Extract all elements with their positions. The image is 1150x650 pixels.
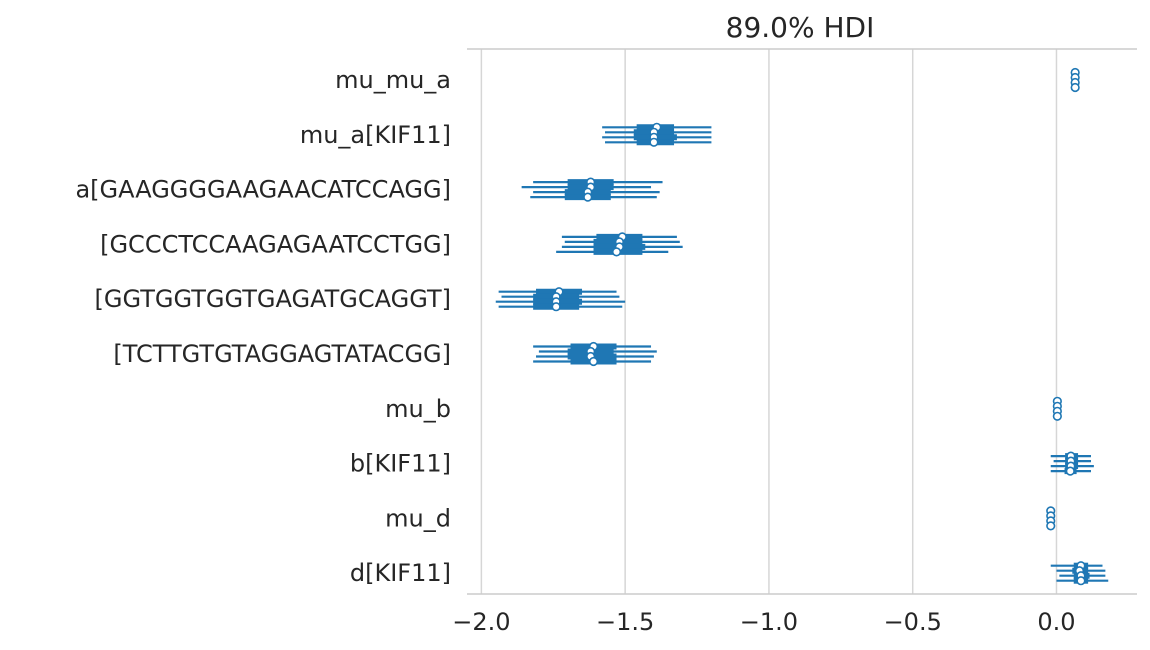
y-tick-label: [TCTTGTGTAGGAGTATACGG] (113, 340, 451, 368)
y-tick-labels: mu_mu_a mu_a[KIF11] a[GAAGGGGAAGAACATCCAGG… (75, 66, 451, 587)
y-tick-label: a[GAAGGGGAAGAACATCCAGG] (75, 176, 451, 204)
x-tick-label: −1.0 (740, 608, 798, 636)
x-tick-label: −0.5 (884, 608, 942, 636)
x-gridlines (480, 49, 1058, 594)
y-tick-label: mu_a[KIF11] (300, 121, 451, 149)
mean-point (1070, 82, 1080, 93)
y-tick-label: mu_b (385, 395, 451, 423)
row-group (533, 341, 657, 367)
y-tick-label: [GGTGGTGGTGAGATGCAGGT] (95, 285, 451, 313)
y-tick-label: d[KIF11] (350, 559, 451, 587)
row-group (1050, 561, 1109, 586)
mean-point (1065, 466, 1075, 476)
row-group (1050, 451, 1094, 476)
y-tick-label: mu_d (385, 504, 451, 532)
mean-point (583, 192, 593, 202)
axes (467, 48, 1137, 595)
row-group (521, 177, 663, 202)
row-group (1046, 506, 1056, 531)
mean-point (1076, 576, 1086, 586)
x-tick-label: −1.5 (596, 608, 654, 636)
mean-point (649, 137, 659, 147)
chain-intervals (495, 67, 1109, 586)
row-group (495, 287, 626, 312)
row-group (556, 232, 683, 257)
mean-point (588, 356, 599, 367)
y-tick-label: b[KIF11] (350, 450, 451, 478)
y-tick-label: mu_mu_a (335, 66, 451, 94)
row-group (1052, 396, 1062, 421)
chart-title: 89.0% HDI (726, 11, 875, 44)
row-group (602, 122, 712, 147)
mean-point (611, 247, 622, 257)
row-group (1070, 67, 1080, 93)
x-tick-labels: −2.0 −1.5 −1.0 −0.5 0.0 (452, 608, 1075, 636)
mean-point (551, 302, 561, 312)
x-tick-label: −2.0 (452, 608, 510, 636)
x-tick-label: 0.0 (1037, 608, 1075, 636)
y-tick-label: [GCCCTCCAAGAGAATCCTGG] (100, 230, 451, 258)
mean-point (1046, 521, 1056, 531)
mean-point (1052, 411, 1062, 421)
